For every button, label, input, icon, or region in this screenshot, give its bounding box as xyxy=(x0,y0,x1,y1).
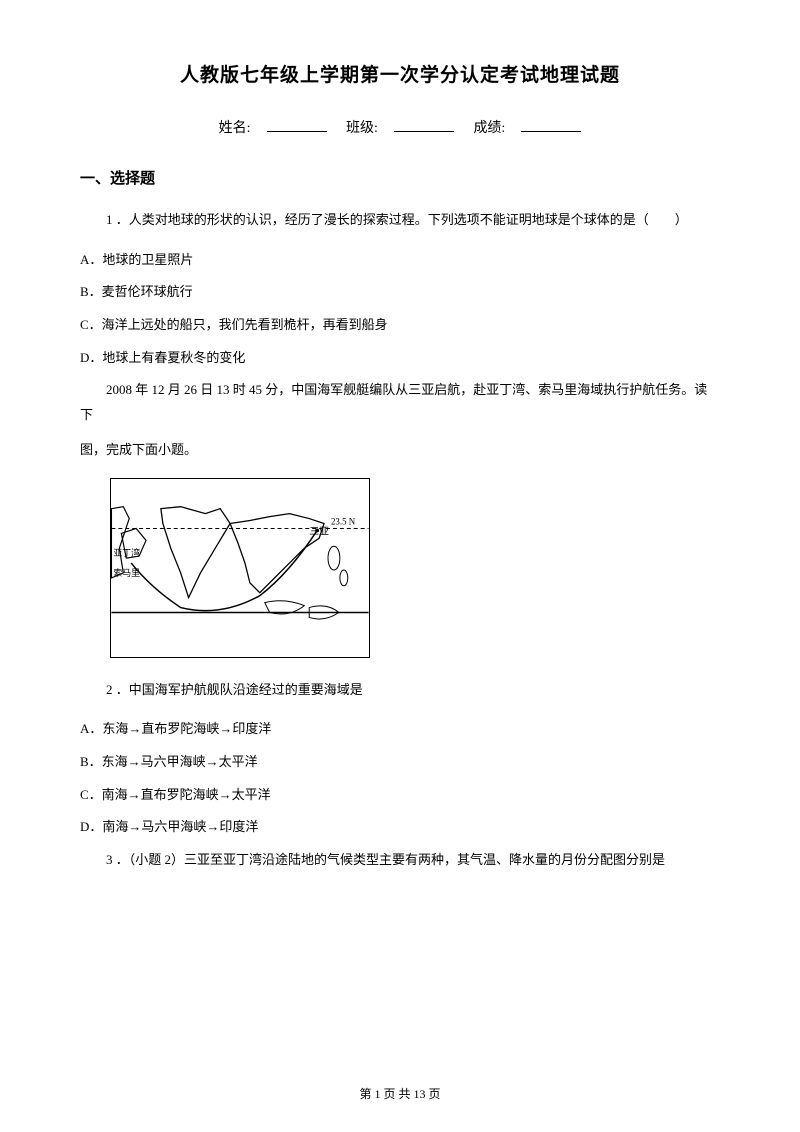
footer-prefix: 第 xyxy=(359,1087,371,1101)
footer-total-page: 13 xyxy=(414,1087,426,1101)
question-3-text: 3 ．（小题 2）三亚至亚丁湾沿途陆地的气候类型主要有两种，其气温、降水量的月份… xyxy=(80,848,720,873)
footer-suffix: 页 xyxy=(429,1087,441,1101)
footer-current-page: 1 xyxy=(374,1087,380,1101)
footer-mid: 页 共 xyxy=(383,1087,410,1101)
map-sanya-label: 三亚 xyxy=(309,526,329,537)
question-1-option-b: B．麦哲伦环球航行 xyxy=(80,280,720,305)
section-heading-1: 一、选择题 xyxy=(80,167,720,188)
map-figure: 23.5 N 三亚 亚丁湾 索马里 xyxy=(110,478,370,658)
map-latitude-label: 23.5 N xyxy=(331,516,356,526)
student-info-line: 姓名: 班级: 成绩: xyxy=(80,117,720,137)
name-blank[interactable] xyxy=(267,118,327,132)
context-2-line2: 图，完成下面小题。 xyxy=(80,438,720,463)
question-2-option-a: A．东海→直布罗陀海峡→印度洋 xyxy=(80,717,720,742)
map-india-coast xyxy=(161,506,230,597)
map-philippines xyxy=(328,546,340,570)
map-somali-label: 索马里 xyxy=(113,566,140,577)
question-1-option-c: C．海洋上远处的船只，我们先看到桅杆，再看到船身 xyxy=(80,313,720,338)
class-blank[interactable] xyxy=(394,118,454,132)
question-1-option-d: D．地球上有春夏秋冬的变化 xyxy=(80,346,720,371)
map-sanya-point xyxy=(315,528,319,532)
question-2-text: 2 ．中国海军护航舰队沿途经过的重要海域是 xyxy=(80,678,720,703)
score-label: 成绩: xyxy=(473,121,505,136)
name-label: 姓名: xyxy=(219,121,251,136)
map-svg: 23.5 N 三亚 亚丁湾 索马里 xyxy=(111,479,369,657)
question-2-option-d: D．南海→马六甲海峡→印度洋 xyxy=(80,815,720,840)
question-1-option-a: A．地球的卫星照片 xyxy=(80,248,720,273)
map-island-3 xyxy=(340,569,348,585)
score-blank[interactable] xyxy=(521,118,581,132)
page-footer: 第 1 页 共 13 页 xyxy=(0,1085,800,1102)
context-2-line1: 2008 年 12 月 26 日 13 时 45 分，中国海军舰艇编队从三亚启航… xyxy=(80,378,720,427)
page-title: 人教版七年级上学期第一次学分认定考试地理试题 xyxy=(80,60,720,87)
class-label: 班级: xyxy=(346,121,378,136)
map-route-line xyxy=(131,530,317,610)
question-2-option-b: B．东海→马六甲海峡→太平洋 xyxy=(80,750,720,775)
question-2-option-c: C．南海→直布罗陀海峡→太平洋 xyxy=(80,783,720,808)
map-yading-label: 亚丁湾 xyxy=(113,547,140,558)
question-1-text: 1 ．人类对地球的形状的认识，经历了漫长的探索过程。下列选项不能证明地球是个球体… xyxy=(80,208,720,233)
